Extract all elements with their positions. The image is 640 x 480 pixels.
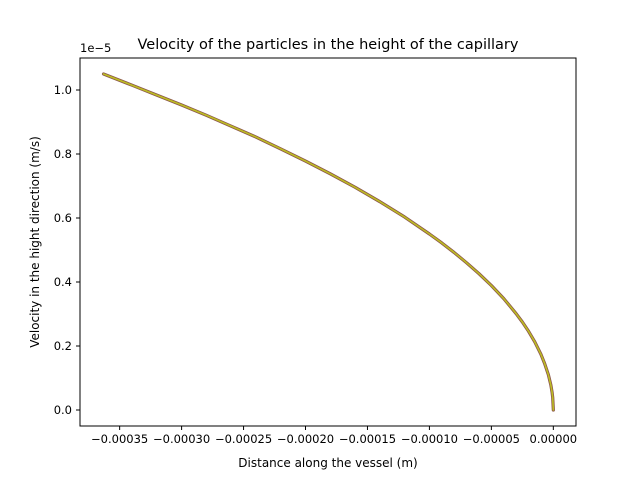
- x-tick-label: 0.00000: [530, 432, 578, 446]
- plot-area: [101, 72, 555, 412]
- x-tick-label: −0.00015: [339, 432, 396, 446]
- series-line: [102, 73, 555, 411]
- y-tick-label: 0.0: [54, 403, 72, 417]
- x-tick-label: −0.00035: [91, 432, 148, 446]
- x-axis-label: Distance along the vessel (m): [238, 456, 417, 470]
- x-tick-label: −0.00010: [401, 432, 458, 446]
- axes-frame: [79, 57, 577, 427]
- y-axis-ticks: 0.0 0.2 0.4 0.6 0.8 1.0: [54, 83, 80, 417]
- y-tick-label: 0.6: [54, 211, 72, 225]
- x-axis-ticks: −0.00035 −0.00030 −0.00025 −0.00020 −0.00015…: [91, 426, 577, 446]
- x-tick-label: −0.00020: [277, 432, 334, 446]
- y-tick-label: 0.4: [54, 275, 72, 289]
- y-tick-label: 0.2: [54, 339, 72, 353]
- y-axis-label: Velocity in the hight direction (m/s): [28, 136, 42, 348]
- chart-title: Velocity of the particles in the height …: [138, 37, 519, 53]
- y-tick-label: 1.0: [54, 83, 72, 97]
- x-tick-label: −0.00025: [215, 432, 272, 446]
- y-tick-label: 0.8: [54, 147, 72, 161]
- x-tick-label: −0.00005: [463, 432, 520, 446]
- x-tick-label: −0.00030: [153, 432, 210, 446]
- y-axis-offset-label: 1e−5: [80, 41, 111, 55]
